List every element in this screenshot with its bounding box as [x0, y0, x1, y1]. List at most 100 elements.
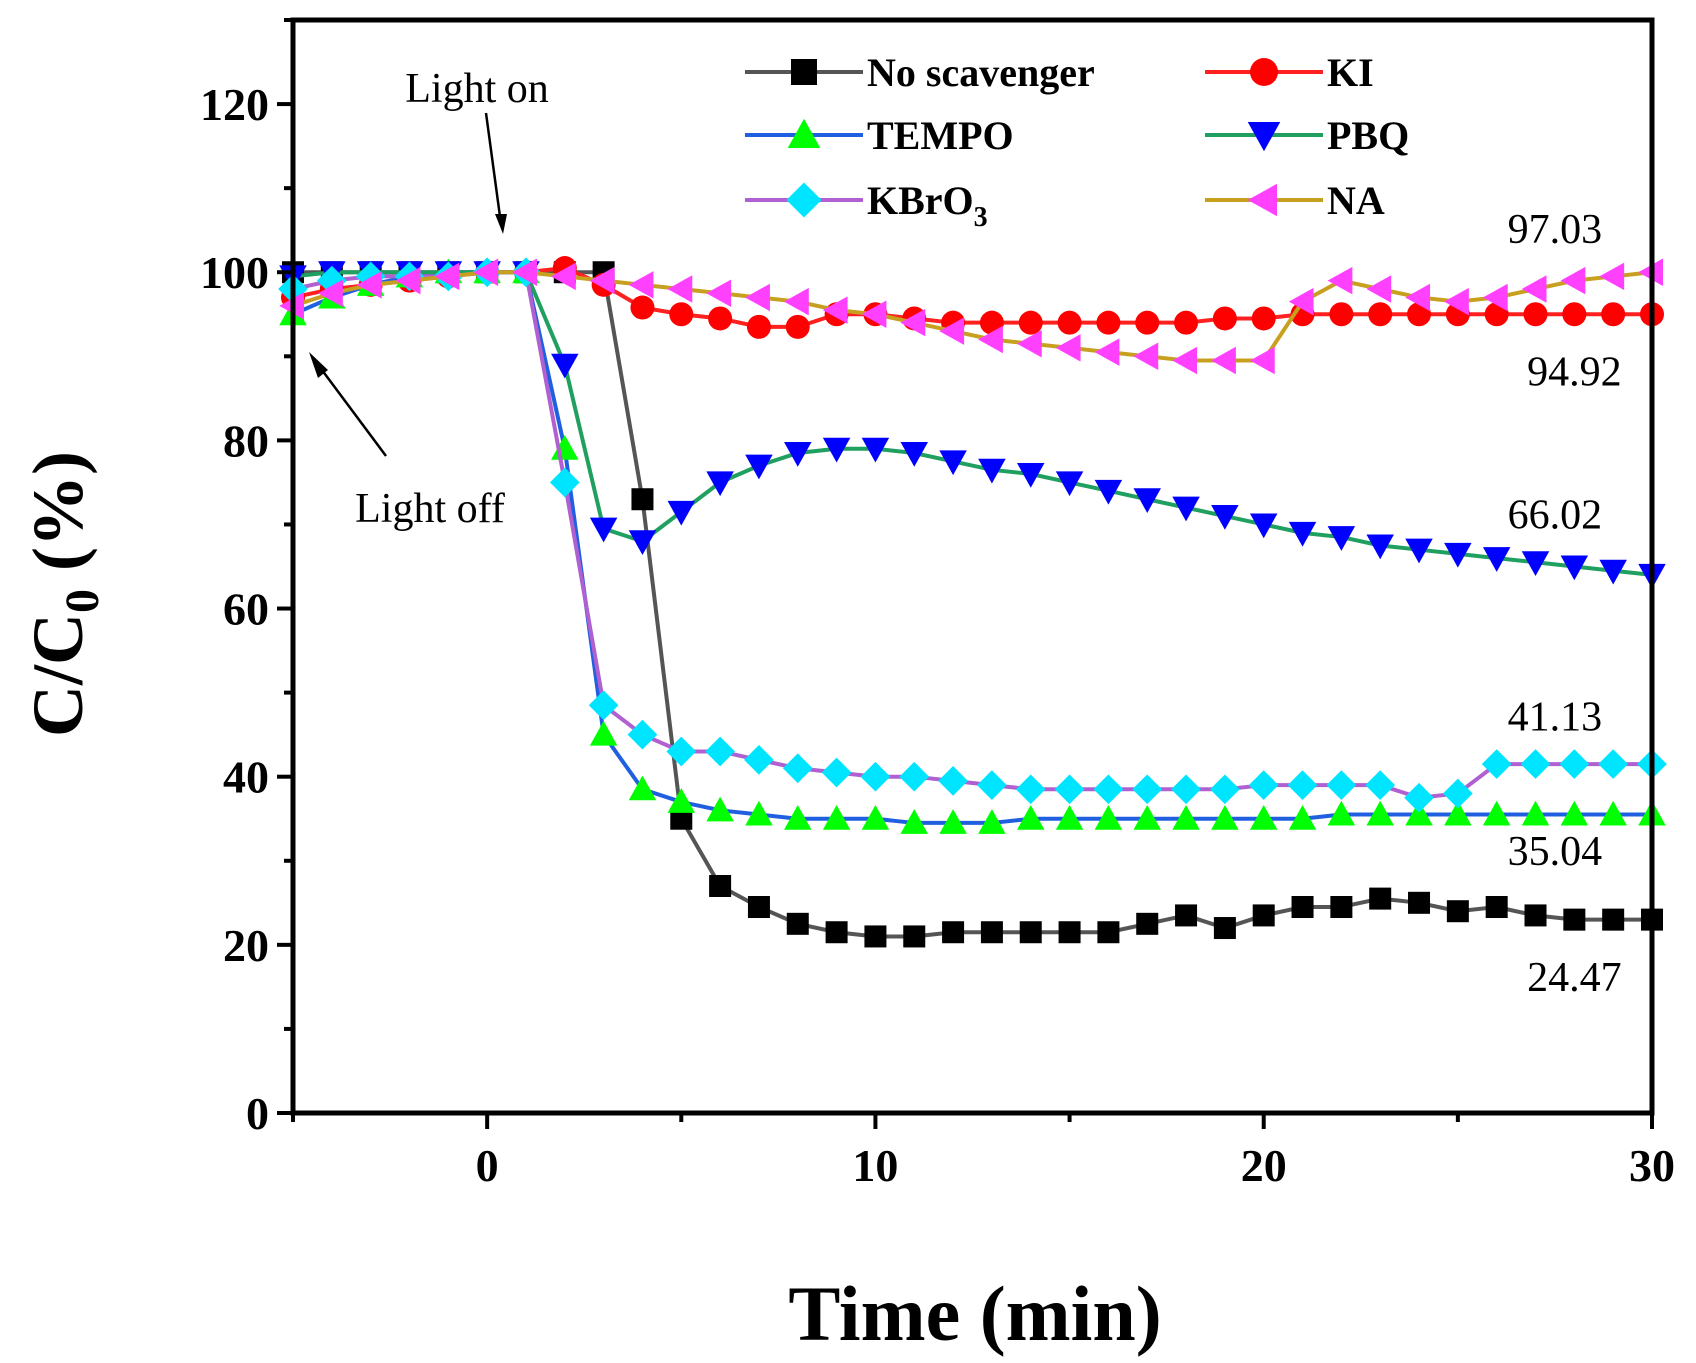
data-point-no-scavenger	[631, 488, 654, 511]
data-point-na	[667, 275, 693, 303]
legend-item-no-scavenger: No scavenger	[745, 50, 1095, 95]
y-axis-title-suffix: (%)	[18, 451, 98, 589]
data-point-ki	[708, 306, 733, 331]
data-point-na	[978, 325, 1003, 354]
data-point-tempo	[1094, 804, 1123, 830]
data-point-kbro3	[1559, 749, 1590, 779]
y-axis-title-subscript: 0	[56, 589, 109, 613]
data-point-na	[861, 300, 887, 329]
data-point-pbq	[551, 353, 579, 379]
data-point-kbro3	[1248, 770, 1279, 800]
plot-frame	[290, 17, 1655, 1116]
data-point-kbro3	[1093, 774, 1124, 805]
data-point-pbq	[1599, 559, 1627, 585]
data-point-kbro3	[899, 761, 930, 792]
data-point-tempo	[1055, 804, 1084, 830]
data-point-kbro3	[316, 265, 347, 296]
data-point-kbro3	[744, 745, 774, 775]
data-point-na	[1599, 262, 1625, 291]
legend-item-pbq: PBQ	[1205, 113, 1409, 158]
data-point-no-scavenger	[1330, 896, 1353, 919]
data-point-tempo	[1521, 800, 1550, 826]
data-point-na	[473, 258, 499, 286]
data-point-na	[1016, 329, 1042, 358]
data-point-ki	[669, 302, 694, 327]
data-point-no-scavenger	[1602, 908, 1625, 931]
legend-marker-no-scavenger	[791, 59, 817, 85]
data-point-kbro3	[1132, 774, 1163, 805]
data-point-na	[1055, 334, 1081, 362]
data-point-no-scavenger	[1097, 921, 1120, 944]
data-point-pbq	[1172, 496, 1200, 522]
data-point-na	[551, 262, 576, 291]
data-point-pbq	[589, 517, 618, 543]
data-point-na	[589, 266, 615, 295]
data-point-tempo	[1211, 804, 1239, 830]
light-off-arrowhead	[309, 352, 328, 378]
data-point-no-scavenger	[670, 807, 693, 830]
data-point-no-scavenger	[825, 921, 848, 944]
data-point-kbro3	[1287, 770, 1318, 800]
data-point-na	[1482, 283, 1508, 312]
value-label: 97.03	[1508, 207, 1603, 253]
data-point-no-scavenger	[747, 896, 770, 919]
series-kbro3	[278, 257, 1667, 813]
legend-label: KI	[1327, 50, 1374, 95]
data-point-pbq	[706, 471, 734, 497]
data-point-kbro3	[549, 467, 580, 498]
y-axis-title-main: C/C	[18, 613, 98, 737]
data-point-kbro3	[588, 690, 619, 721]
data-point-na	[356, 271, 382, 299]
value-label: 66.02	[1508, 493, 1603, 539]
data-point-na	[706, 279, 732, 307]
data-point-na	[1327, 266, 1353, 295]
data-point-tempo	[628, 775, 657, 801]
data-point-tempo	[1482, 800, 1511, 826]
data-point-no-scavenger	[980, 921, 1003, 944]
data-point-pbq	[628, 530, 657, 556]
data-point-pbq	[1094, 479, 1123, 505]
data-point-pbq	[939, 450, 967, 476]
light-off-arrow	[314, 361, 388, 457]
data-point-kbro3	[782, 753, 813, 784]
data-point-na	[1133, 342, 1159, 371]
data-point-ki	[1523, 302, 1548, 327]
y-axis-title: C/C0 (%)	[18, 451, 109, 737]
data-point-na	[628, 271, 654, 299]
data-point-tempo	[978, 809, 1006, 834]
data-point-tempo	[1172, 804, 1200, 830]
series-line-kbro3	[292, 270, 1652, 800]
data-point-kbro3	[1598, 749, 1629, 779]
data-point-pbq	[861, 437, 890, 463]
data-point-na	[1521, 275, 1547, 303]
data-point-kbro3	[938, 766, 968, 796]
axis-ticks: 0 10 20 30 0 20 40 60 80 100 120	[200, 18, 1675, 1191]
value-label: 41.13	[1508, 694, 1603, 740]
data-point-pbq	[1521, 551, 1550, 577]
legend-item-tempo: TEMPO	[745, 113, 1014, 158]
data-point-pbq	[1016, 463, 1045, 488]
data-point-kbro3	[1326, 770, 1357, 800]
data-point-tempo	[1327, 800, 1356, 826]
legend-item-ki: KI	[1205, 50, 1374, 95]
legend-item-kbro3: KBrO3	[745, 178, 988, 233]
data-point-tempo	[745, 800, 773, 826]
data-point-no-scavenger	[1175, 904, 1198, 927]
data-point-pbq	[1560, 555, 1589, 581]
legend-marker-pbq	[1247, 122, 1281, 152]
data-point-ki	[1018, 310, 1043, 335]
data-point-na	[1094, 338, 1120, 366]
data-point-no-scavenger	[1408, 891, 1431, 914]
data-point-tempo	[589, 720, 618, 746]
data-point-no-scavenger	[1563, 908, 1586, 931]
y-tick-label: 100	[200, 247, 269, 298]
data-point-pbq	[822, 437, 851, 463]
data-point-no-scavenger	[942, 921, 965, 944]
data-point-kbro3	[355, 261, 386, 292]
data-point-tempo	[1444, 800, 1472, 826]
series-layer	[278, 256, 1667, 948]
data-point-na	[318, 279, 343, 307]
data-point-pbq	[1133, 488, 1161, 513]
data-point-tempo	[706, 796, 734, 822]
legend-marker-tempo	[787, 118, 821, 148]
